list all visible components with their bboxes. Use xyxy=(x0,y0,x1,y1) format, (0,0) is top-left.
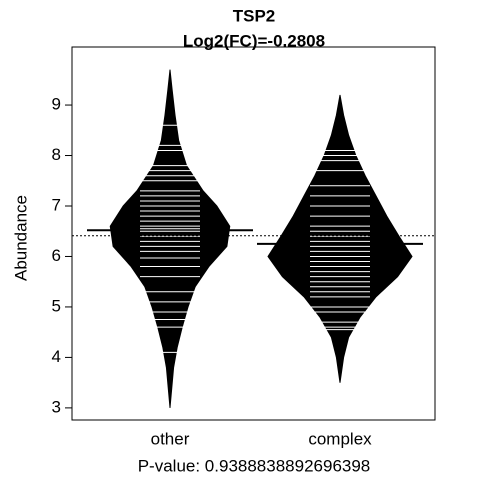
chart-subtitle: Log2(FC)=-0.2808 xyxy=(183,31,325,50)
y-tick-label: 3 xyxy=(52,397,61,416)
x-axis-label: P-value: 0.9388838892696398 xyxy=(138,456,371,475)
y-tick-label: 6 xyxy=(52,246,61,265)
bean-half xyxy=(267,94,341,383)
y-tick-label: 5 xyxy=(52,296,61,315)
y-axis-label: Abundance xyxy=(11,195,30,281)
bean-half xyxy=(109,69,171,408)
y-tick-label: 9 xyxy=(52,95,61,114)
plot-frame xyxy=(71,46,436,421)
bean-half xyxy=(169,69,231,408)
x-tick-label: other xyxy=(151,429,190,448)
y-tick-label: 7 xyxy=(52,195,61,214)
y-tick-label: 4 xyxy=(52,347,61,366)
bean-half xyxy=(339,94,413,383)
chart-title: TSP2 xyxy=(233,6,276,25)
x-tick-label: complex xyxy=(308,429,372,448)
y-tick-label: 8 xyxy=(52,145,61,164)
